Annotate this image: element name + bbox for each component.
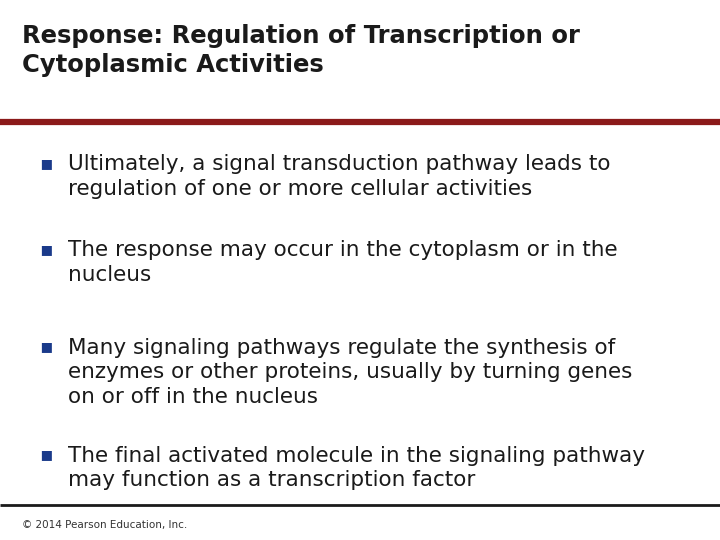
Text: Many signaling pathways regulate the synthesis of
enzymes or other proteins, usu: Many signaling pathways regulate the syn… — [68, 338, 633, 407]
Text: ▪: ▪ — [40, 446, 53, 464]
Text: The response may occur in the cytoplasm or in the
nucleus: The response may occur in the cytoplasm … — [68, 240, 618, 285]
Text: Ultimately, a signal transduction pathway leads to
regulation of one or more cel: Ultimately, a signal transduction pathwa… — [68, 154, 611, 199]
Text: Response: Regulation of Transcription or
Cytoplasmic Activities: Response: Regulation of Transcription or… — [22, 24, 580, 77]
Text: ▪: ▪ — [40, 154, 53, 173]
Text: ▪: ▪ — [40, 240, 53, 259]
Text: ▪: ▪ — [40, 338, 53, 356]
Text: The final activated molecule in the signaling pathway
may function as a transcri: The final activated molecule in the sign… — [68, 446, 645, 490]
Text: © 2014 Pearson Education, Inc.: © 2014 Pearson Education, Inc. — [22, 520, 187, 530]
